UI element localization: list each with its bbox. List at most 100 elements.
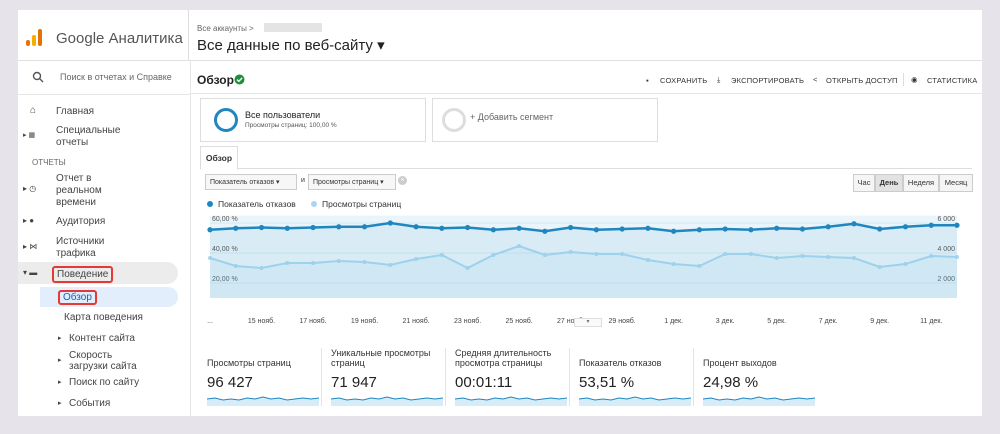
data-point — [310, 224, 316, 231]
scorecard-value: 96 427 — [207, 374, 253, 391]
segment-card[interactable] — [200, 98, 426, 142]
logo — [26, 29, 42, 46]
x-tick-label: 21 нояб. — [402, 317, 429, 325]
period-button[interactable]: Месяц — [939, 174, 973, 192]
period-button[interactable]: Час — [853, 174, 875, 192]
expander: ▸ ● — [23, 216, 35, 225]
action-button[interactable]: ЭКСПОРТИРОВАТЬ — [731, 76, 805, 85]
y-tick-label: 20,00 % — [212, 276, 238, 283]
sparkline — [331, 396, 443, 406]
nav-subitem[interactable]: Карта поведения — [64, 312, 143, 323]
nav-subitem[interactable]: Поиск по сайту — [69, 377, 140, 388]
nav-item[interactable]: Главная — [56, 106, 95, 117]
y2-tick-label: 4 000 — [937, 246, 955, 253]
data-point — [774, 225, 780, 231]
sparkline-line — [455, 396, 567, 401]
x-tick-label: 19 нояб. — [351, 317, 378, 325]
sidebar — [18, 61, 191, 416]
data-point — [207, 227, 213, 233]
expander: ▸ — [58, 400, 62, 407]
data-point — [284, 225, 290, 231]
search[interactable]: Поиск в отчетах и Справке — [60, 72, 172, 82]
nav-item[interactable]: Специальные отчеты — [56, 125, 121, 148]
x-tick-label: 9 дек. — [870, 318, 889, 325]
scorecard-label: Уникальные просмотры страниц — [331, 348, 431, 368]
data-point — [877, 264, 882, 269]
breadcrumb[interactable]: Все аккаунты > — [197, 24, 254, 33]
data-point — [361, 224, 368, 230]
nav-item[interactable]: Аудитория — [56, 216, 106, 227]
sparkline — [703, 396, 815, 406]
expander: ▸ — [58, 335, 62, 342]
x-tick-label: ... — [207, 318, 213, 325]
nav-subitem[interactable]: События — [69, 398, 111, 409]
data-point — [620, 252, 625, 257]
period-button-active[interactable]: День — [875, 174, 903, 192]
data-point — [439, 252, 444, 257]
segment-ring — [442, 108, 466, 132]
data-point — [800, 254, 805, 258]
icon: ⌂ — [30, 105, 37, 116]
segment-name: Все пользователи — [245, 110, 321, 120]
report-title: Обзор — [197, 73, 234, 87]
header-border — [18, 60, 982, 61]
data-point — [697, 264, 702, 269]
tab[interactable]: Обзор — [200, 146, 238, 170]
separator — [190, 93, 982, 94]
chart-resize[interactable]: ▾ — [574, 318, 602, 327]
property-title[interactable]: Все данные по веб-сайту ▾ — [197, 37, 385, 54]
data-point — [645, 225, 651, 231]
nav-subitem[interactable]: Скорость загрузки сайта — [69, 350, 137, 372]
nav-item[interactable]: Отчет в реальном времени — [56, 173, 102, 208]
action-button[interactable]: ОТКРЫТЬ ДОСТУП — [826, 76, 898, 85]
add-segment-card[interactable] — [432, 98, 658, 142]
data-point — [902, 224, 909, 230]
nav-subitem-active[interactable]: Обзор — [58, 290, 97, 305]
x-tick-label: 3 дек. — [716, 318, 735, 325]
x-tick-label: 7 дек. — [819, 318, 838, 325]
data-point — [285, 261, 290, 266]
data-point — [903, 261, 908, 266]
series-area — [210, 223, 957, 298]
metric-select[interactable]: Показатель отказов ▾ — [205, 174, 297, 190]
add-segment[interactable]: + Добавить сегмент — [470, 112, 554, 122]
x-tick-label: 1 дек. — [664, 318, 683, 325]
expander: ▸ — [58, 357, 62, 364]
action-button[interactable]: СТАТИСТИКА — [927, 76, 978, 85]
data-point — [336, 224, 342, 230]
data-point — [336, 258, 341, 263]
nav-item[interactable]: Источники трафика — [56, 236, 105, 259]
data-point — [851, 255, 856, 260]
data-point — [465, 266, 470, 270]
data-point — [619, 226, 625, 232]
expander: ▸ — [58, 379, 62, 386]
app: Google Аналитика Все аккаунты > Все данн… — [18, 10, 982, 416]
scorecard-label: Процент выходов — [703, 358, 777, 368]
data-point — [825, 224, 831, 230]
period-button[interactable]: Неделя — [903, 174, 939, 192]
nav-item-active[interactable]: Поведение — [52, 266, 114, 283]
data-point — [516, 225, 522, 231]
data-point — [311, 261, 316, 266]
x-tick-label: 5 дек. — [767, 318, 786, 325]
expander: ▾ ▬ — [23, 268, 38, 277]
sparkline-area — [703, 397, 815, 406]
legend-label: Показатель отказов — [218, 199, 296, 209]
nav-subitem[interactable]: Контент сайта — [69, 333, 135, 344]
data-point — [826, 255, 831, 260]
logo-text: Google Аналитика — [56, 30, 183, 47]
remove-icon[interactable]: × — [398, 176, 407, 185]
data-point — [594, 252, 599, 257]
data-point — [491, 252, 496, 257]
segment-ring — [214, 108, 238, 132]
divider — [188, 10, 189, 60]
sparkline-area — [331, 397, 443, 406]
sparkline-line — [207, 396, 319, 401]
sparkline-area — [579, 397, 691, 406]
metric-select[interactable]: Просмотры страниц ▾ — [308, 174, 396, 190]
scorecard-divider — [569, 348, 570, 406]
expander: ▸ ▦ — [23, 132, 36, 139]
join-label: и — [301, 177, 305, 184]
action-button[interactable]: СОХРАНИТЬ — [660, 76, 708, 85]
